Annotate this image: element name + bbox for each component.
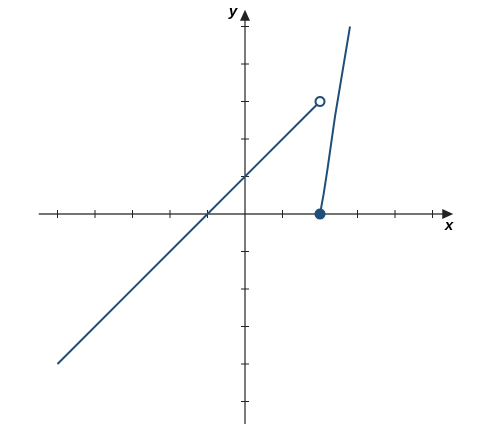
- open-point: [314, 96, 326, 107]
- x-arrow: [442, 209, 454, 219]
- function-line: [319, 26, 351, 215]
- function-line: [56, 100, 321, 365]
- closed-point: [314, 208, 326, 220]
- y-arrow: [240, 9, 250, 21]
- x-axis-label: x: [444, 217, 454, 234]
- y-axis-label: y: [228, 3, 238, 20]
